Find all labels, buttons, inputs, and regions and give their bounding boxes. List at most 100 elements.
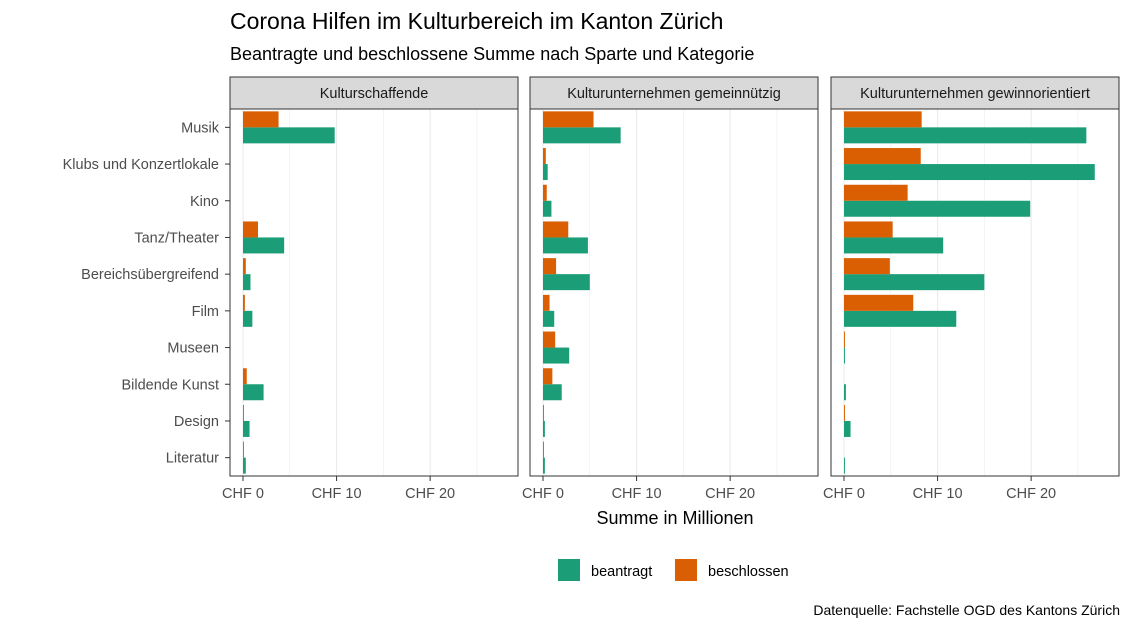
panel-border: [529, 108, 819, 477]
x-tick-label: CHF 20: [1006, 486, 1056, 502]
x-tick-label: CHF 0: [823, 486, 865, 502]
bar-beantragt-literatur: [844, 457, 845, 474]
bar-beantragt-film: [844, 310, 957, 327]
facet-label: Kulturunternehmen gemeinnützig: [567, 86, 781, 102]
bar-beschlossen-klubs-und-konzertlokale: [543, 148, 546, 165]
bar-beantragt-bereichsuebergreifend: [243, 274, 251, 291]
bar-beschlossen-bildende-kunst: [543, 368, 553, 385]
x-tick-label: CHF 10: [913, 486, 963, 502]
bar-beschlossen-film: [844, 294, 914, 311]
gridlines: [542, 109, 778, 476]
bar-beschlossen-museen: [543, 331, 556, 348]
bar-beantragt-musik: [243, 127, 335, 144]
bar-beschlossen-literatur: [243, 441, 244, 458]
x-tick-label: CHF 20: [705, 486, 755, 502]
bar-beantragt-bereichsuebergreifend: [844, 274, 985, 291]
bar-beantragt-design: [243, 420, 250, 437]
bar-beantragt-literatur: [243, 457, 246, 474]
facet-label: Kulturunternehmen gewinnorientiert: [860, 86, 1090, 102]
bar-beschlossen-kino: [543, 184, 547, 201]
bar-beschlossen-literatur: [543, 441, 544, 458]
bar-beantragt-bildende-kunst: [844, 384, 846, 401]
bar-beantragt-museen: [543, 347, 570, 364]
category-labels: Musik Klubs und Konzertlokale Kino Tanz/The…: [63, 120, 230, 467]
legend-swatch-beantragt: [558, 559, 580, 581]
bars: [243, 111, 335, 474]
category-label-bildende-kunst: Bildende Kunst: [121, 377, 219, 393]
legend-label-beantragt: beantragt: [591, 564, 652, 580]
panel-kulturunternehmen-gemeinnuetzig: Kulturunternehmen gemeinnützig CHF 0 CHF 1…: [522, 76, 819, 502]
category-label-musik: Musik: [181, 120, 220, 136]
category-label-bereichsuebergreifend: Bereichsübergreifend: [81, 267, 219, 283]
bar-beschlossen-musik: [844, 111, 922, 128]
category-label-film: Film: [192, 304, 219, 320]
x-axis: CHF 0 CHF 10 CHF 20: [222, 476, 455, 502]
bar-beantragt-design: [844, 420, 851, 437]
bar-beschlossen-bereichsuebergreifend: [844, 258, 890, 275]
bar-beantragt-bildende-kunst: [543, 384, 562, 401]
bar-beschlossen-bildende-kunst: [243, 368, 247, 385]
bar-beantragt-musik: [543, 127, 621, 144]
x-tick-label: CHF 10: [312, 486, 362, 502]
bars: [543, 111, 621, 474]
bar-beschlossen-tanz-theater: [844, 221, 893, 238]
x-tick-label: CHF 10: [612, 486, 662, 502]
category-label-tanz-theater: Tanz/Theater: [134, 230, 219, 246]
panel-border: [229, 108, 519, 477]
bar-beschlossen-design: [243, 404, 244, 421]
panel-border: [830, 108, 1120, 477]
bar-beantragt-bildende-kunst: [243, 384, 264, 401]
bar-beschlossen-bereichsuebergreifend: [243, 258, 246, 275]
bar-beantragt-bereichsuebergreifend: [543, 274, 590, 291]
category-label-kino: Kino: [190, 194, 219, 210]
x-axis-title: Summe in Millionen: [596, 508, 753, 528]
facet-strip: [229, 76, 519, 110]
bar-beschlossen-tanz-theater: [543, 221, 569, 238]
bar-beantragt-kino: [543, 200, 552, 217]
bar-beantragt-kino: [844, 200, 1031, 217]
bar-beschlossen-bereichsuebergreifend: [543, 258, 557, 275]
bar-beantragt-tanz-theater: [844, 237, 944, 254]
bar-beschlossen-design: [844, 404, 845, 421]
bar-beantragt-literatur: [543, 457, 545, 474]
bar-beschlossen-tanz-theater: [243, 221, 258, 238]
bar-beantragt-klubs-und-konzertlokale: [543, 164, 548, 181]
bar-beantragt-tanz-theater: [243, 237, 285, 254]
chart-title: Corona Hilfen im Kulturbereich im Kanton…: [230, 8, 723, 34]
bar-beantragt-klubs-und-konzertlokale: [844, 164, 1095, 181]
facet-strip: [529, 76, 819, 110]
legend: beantragt beschlossen: [558, 559, 789, 581]
gridlines: [242, 109, 478, 476]
bar-beschlossen-design: [543, 404, 544, 421]
bar-beantragt-film: [543, 310, 555, 327]
bar-beschlossen-kino: [844, 184, 908, 201]
category-label-design: Design: [174, 414, 219, 430]
bar-beschlossen-musik: [543, 111, 594, 128]
bars: [844, 111, 1095, 474]
bar-beantragt-design: [543, 420, 545, 437]
bar-beantragt-musik: [844, 127, 1087, 144]
bar-beschlossen-film: [543, 294, 550, 311]
x-tick-label: CHF 0: [222, 486, 264, 502]
category-label-literatur: Literatur: [166, 451, 219, 467]
panel-kulturschaffende: Kulturschaffende CHF 0 CHF 10 CHF 20: [222, 76, 519, 502]
bar-beantragt-tanz-theater: [543, 237, 588, 254]
x-tick-label: CHF 0: [522, 486, 564, 502]
legend-swatch-beschlossen: [675, 559, 697, 581]
facet-label: Kulturschaffende: [320, 86, 429, 102]
x-axis: CHF 0 CHF 10 CHF 20: [522, 476, 755, 502]
bar-beantragt-film: [243, 310, 253, 327]
x-axis: CHF 0 CHF 10 CHF 20: [823, 476, 1056, 502]
bar-beschlossen-klubs-und-konzertlokale: [844, 148, 921, 165]
legend-label-beschlossen: beschlossen: [708, 564, 789, 580]
bar-beschlossen-museen: [844, 331, 845, 348]
bar-beantragt-museen: [844, 347, 845, 364]
bar-beschlossen-film: [243, 294, 245, 311]
category-label-klubs-und-konzertlokale: Klubs und Konzertlokale: [63, 157, 219, 173]
x-tick-label: CHF 20: [405, 486, 455, 502]
caption: Datenquelle: Fachstelle OGD des Kantons …: [813, 602, 1120, 618]
category-label-museen: Museen: [167, 341, 219, 357]
